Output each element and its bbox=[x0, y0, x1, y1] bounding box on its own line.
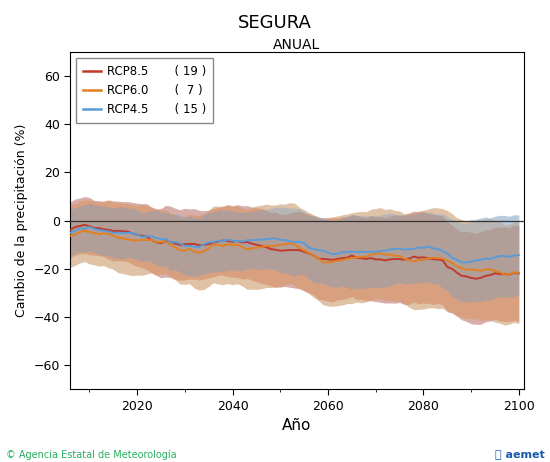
Title: ANUAL: ANUAL bbox=[273, 38, 321, 52]
Text: ⓦ aemet: ⓦ aemet bbox=[495, 450, 544, 460]
Text: SEGURA: SEGURA bbox=[238, 14, 312, 32]
Text: © Agencia Estatal de Meteorología: © Agencia Estatal de Meteorología bbox=[6, 449, 176, 460]
Y-axis label: Cambio de la precipitación (%): Cambio de la precipitación (%) bbox=[15, 124, 28, 317]
Legend: RCP8.5       ( 19 ), RCP6.0       (  7 ), RCP4.5       ( 15 ): RCP8.5 ( 19 ), RCP6.0 ( 7 ), RCP4.5 ( 15… bbox=[76, 58, 213, 123]
X-axis label: Año: Año bbox=[282, 418, 312, 433]
